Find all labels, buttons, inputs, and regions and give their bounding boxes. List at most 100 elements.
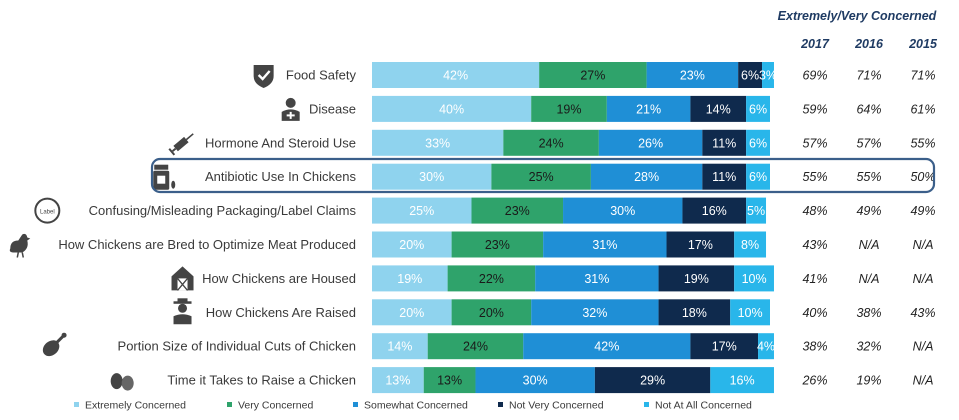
segment-label: 10% xyxy=(738,306,763,320)
segment-label: 31% xyxy=(592,238,617,252)
row-1: Food Safety 42% 27% 23% 6% 3% 69% 71% 71% xyxy=(253,62,936,88)
row-2: Disease 40% 19% 21% 14% 6% 59% 64% 61% xyxy=(281,95,936,122)
segment-label: 6% xyxy=(749,136,767,150)
row-4: Antibiotic Use In Chickens 30% 25% 28% 11% 6%… xyxy=(153,163,936,190)
bar-segment xyxy=(658,265,735,292)
bar-segment xyxy=(531,95,607,122)
table-value: 59% xyxy=(802,102,827,116)
table-value: 19% xyxy=(856,374,881,388)
legend: Extremely Concerned Very Concerned Somewha… xyxy=(74,400,752,412)
bar-segment xyxy=(539,62,647,88)
bar-segment xyxy=(590,163,703,190)
segment-label: 25% xyxy=(409,204,434,218)
bar-segment xyxy=(503,129,599,156)
table-value: 71% xyxy=(856,69,881,83)
segment-label: 3% xyxy=(759,69,777,83)
legend-swatch xyxy=(353,402,358,407)
bar-segment xyxy=(447,265,536,292)
chart-rows: Food Safety 42% 27% 23% 6% 3% 69% 71% 71%Disease… xyxy=(9,62,936,394)
bar-segment xyxy=(746,197,767,224)
bar-segment xyxy=(372,95,532,122)
category-label: How Chickens Are Raised xyxy=(206,305,356,320)
bar-segment xyxy=(746,163,770,190)
bar-segment xyxy=(758,333,774,360)
segment-label: 16% xyxy=(730,374,755,388)
legend-item: Not Very Concerned xyxy=(498,400,604,412)
segment-label: 32% xyxy=(582,306,607,320)
bar-segment xyxy=(523,333,691,360)
segment-label: 23% xyxy=(505,204,530,218)
farmer-icon xyxy=(173,298,192,325)
legend-swatch xyxy=(74,402,79,407)
segment-label: 33% xyxy=(425,136,450,150)
table-value: N/A xyxy=(913,272,934,286)
bar-segment xyxy=(372,163,492,190)
segment-label: 6% xyxy=(741,69,759,83)
table-value: 26% xyxy=(801,374,827,388)
bar-segment xyxy=(598,129,703,156)
table-value: 55% xyxy=(910,136,935,150)
bar-segment xyxy=(372,197,472,224)
bar-segment xyxy=(710,367,774,394)
legend-item: Somewhat Concerned xyxy=(353,400,468,412)
legend-swatch xyxy=(498,402,503,407)
segment-label: 20% xyxy=(479,306,504,320)
segment-label: 20% xyxy=(399,238,424,252)
barn-icon xyxy=(171,266,194,291)
table-value: 40% xyxy=(802,306,827,320)
segment-label: 5% xyxy=(747,204,765,218)
category-label: How Chickens are Housed xyxy=(202,271,356,286)
bar-segment xyxy=(475,367,595,394)
bar-segment xyxy=(372,62,540,88)
segment-label: 30% xyxy=(610,204,635,218)
table-value: 43% xyxy=(802,238,827,252)
segment-label: 16% xyxy=(702,204,727,218)
segment-label: 20% xyxy=(399,306,424,320)
table-col-2016: 2016 xyxy=(854,37,884,51)
table-value: 55% xyxy=(856,170,881,184)
bar-segment xyxy=(762,62,774,88)
bar-segment xyxy=(372,333,428,360)
segment-label: 42% xyxy=(594,340,619,354)
svg-text:Label: Label xyxy=(40,210,55,216)
bar-segment xyxy=(423,367,476,394)
bar-segment xyxy=(372,231,452,258)
eggs-icon xyxy=(110,373,134,391)
segment-label: 23% xyxy=(680,69,705,83)
segment-label: 42% xyxy=(443,69,468,83)
legend-label: Extremely Concerned xyxy=(85,400,186,412)
table-value: 55% xyxy=(802,170,827,184)
bar-segment xyxy=(606,95,691,122)
table-value: 38% xyxy=(802,340,827,354)
segment-label: 30% xyxy=(523,374,548,388)
segment-label: 19% xyxy=(397,272,422,286)
segment-label: 14% xyxy=(706,102,731,116)
table-col-2017: 2017 xyxy=(800,37,830,51)
segment-label: 22% xyxy=(479,272,504,286)
row-5: Confusing/Misleading Packaging/Label Cla… xyxy=(34,197,936,224)
category-label: Time it Takes to Raise a Chicken xyxy=(167,373,356,388)
segment-label: 21% xyxy=(636,102,661,116)
bar-segment xyxy=(372,265,448,292)
table-value: N/A xyxy=(913,238,934,252)
table-value: 49% xyxy=(910,204,935,218)
bar-segment xyxy=(746,129,770,156)
category-label: Food Safety xyxy=(286,68,357,83)
table-value: 64% xyxy=(856,102,881,116)
segment-label: 28% xyxy=(634,170,659,184)
table-value: 61% xyxy=(910,102,935,116)
highlight-box xyxy=(150,157,936,194)
drumstick-icon xyxy=(42,332,67,357)
pill-bottle-icon xyxy=(153,164,176,190)
bar-segment xyxy=(646,62,739,88)
table-value: N/A xyxy=(859,238,880,252)
segment-label: 24% xyxy=(539,136,564,150)
bar-segment xyxy=(563,197,683,224)
chicken-icon xyxy=(9,233,31,258)
bar-segment xyxy=(531,299,659,326)
segment-label: 19% xyxy=(556,102,581,116)
segment-label: 13% xyxy=(385,374,410,388)
legend-label: Not At All Concerned xyxy=(655,400,752,412)
bar-segment xyxy=(734,231,767,258)
